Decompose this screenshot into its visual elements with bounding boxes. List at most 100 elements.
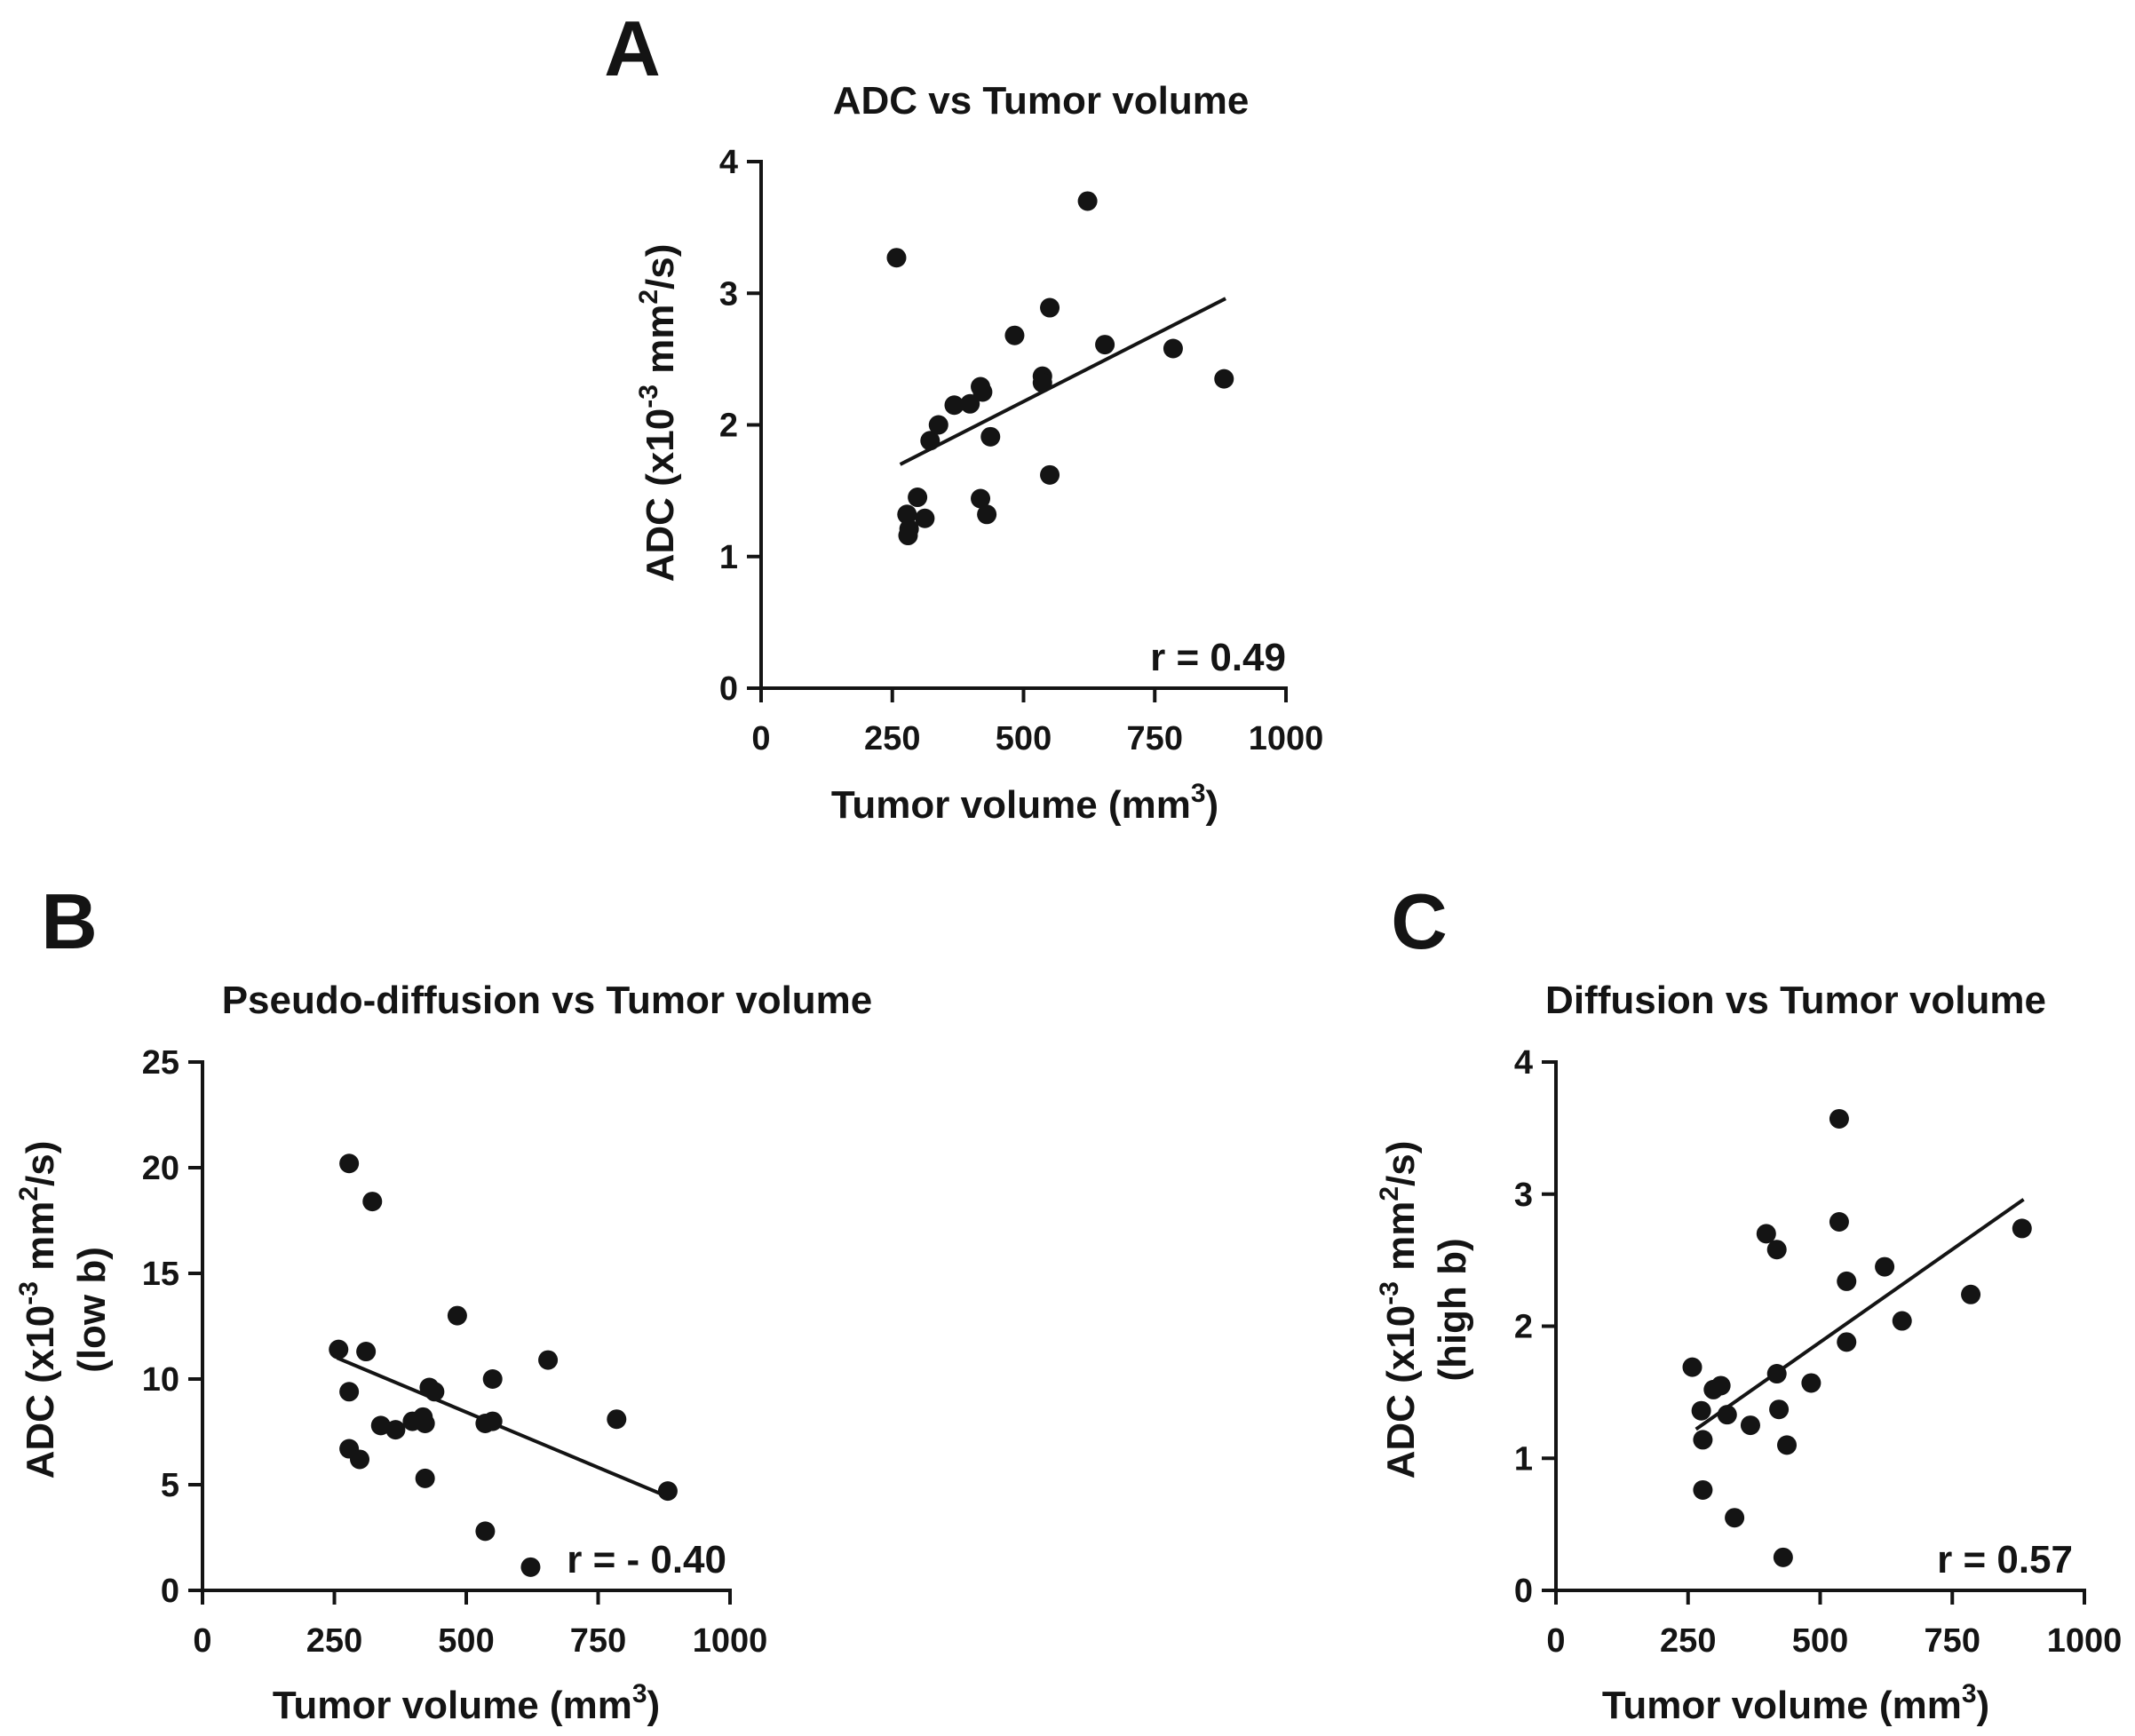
data-point-c — [1756, 1224, 1776, 1244]
y-tick-label-a: 4 — [719, 144, 738, 181]
data-point-b — [657, 1481, 678, 1502]
data-point-a — [920, 431, 941, 451]
data-point-b — [356, 1342, 377, 1362]
data-point-a — [897, 504, 917, 525]
y-tick-label-b: 15 — [142, 1256, 179, 1293]
data-point-c — [1769, 1399, 1790, 1420]
data-point-a — [908, 488, 928, 508]
panel-letter-a: A — [604, 4, 661, 92]
data-point-a — [960, 393, 980, 414]
regression-line-c — [1695, 1198, 2025, 1431]
y-tick-label-c: 2 — [1514, 1309, 1533, 1346]
data-point-c — [1801, 1373, 1821, 1393]
x-tick-label-c: 1000 — [2047, 1622, 2123, 1660]
data-point-b — [607, 1409, 627, 1430]
y-tick-label-b: 10 — [142, 1361, 179, 1399]
data-point-a — [971, 488, 991, 509]
plot-area-b: 0 250 500 750 1000 0 5 10 15 20 25 — [142, 1044, 768, 1660]
x-axis-label-c: Tumor volume (mm3) — [1602, 1679, 1989, 1727]
x-tick-label-a: 500 — [996, 720, 1052, 757]
data-point-c — [1693, 1430, 1713, 1450]
data-point-b — [339, 1153, 360, 1174]
x-tick-label-a: 0 — [751, 720, 770, 757]
data-point-b — [415, 1413, 435, 1433]
y-tick-label-a: 2 — [719, 408, 738, 445]
data-point-c — [1773, 1547, 1793, 1567]
data-point-a — [1163, 338, 1183, 359]
chart-title-b: Pseudo-diffusion vs Tumor volume — [222, 979, 873, 1022]
x-tick-label-c: 750 — [1925, 1622, 1980, 1660]
x-tick-label-b: 500 — [438, 1622, 494, 1660]
y-tick-label-b: 5 — [161, 1467, 179, 1504]
data-point-a — [972, 382, 993, 402]
x-tick-label-b: 0 — [193, 1622, 211, 1660]
x-axis-label-a: Tumor volume (mm3) — [831, 779, 1218, 827]
regression-line-b — [336, 1356, 671, 1500]
data-point-c — [1777, 1435, 1798, 1455]
data-point-c — [1837, 1332, 1857, 1352]
data-point-c — [1740, 1415, 1760, 1436]
data-point-b — [339, 1382, 360, 1402]
y-tick-label-b: 0 — [161, 1573, 179, 1610]
plot-area-c: 0 250 500 750 1000 0 1 2 3 4 — [1514, 1044, 2122, 1660]
x-tick-label-c: 500 — [1792, 1622, 1848, 1660]
y-axis-label-line2-c: (high b) — [1431, 1238, 1474, 1381]
chart-title-a: ADC vs Tumor volume — [833, 79, 1250, 123]
correlation-annotation-b: r = - 0.40 — [567, 1538, 726, 1581]
chart-title-c: Diffusion vs Tumor volume — [1545, 979, 2046, 1022]
data-point-a — [980, 426, 1001, 447]
x-tick-label-c: 250 — [1660, 1622, 1716, 1660]
data-point-b — [425, 1382, 445, 1402]
plot-area-a: 0 250 500 750 1000 0 1 2 3 4 — [719, 144, 1323, 757]
data-point-b — [538, 1350, 559, 1370]
regression-line-a — [899, 297, 1226, 466]
panel-b: B Pseudo-diffusion vs Tumor volume 0 250 5… — [14, 877, 872, 1727]
y-tick-label-c: 4 — [1514, 1044, 1533, 1082]
data-point-b — [415, 1468, 435, 1488]
x-tick-label-b: 250 — [306, 1622, 362, 1660]
panel-c: C Diffusion vs Tumor volume 0 250 500 750 10… — [1375, 877, 2122, 1727]
data-point-a — [944, 395, 964, 416]
y-tick-label-c: 0 — [1514, 1573, 1533, 1610]
data-point-a — [915, 508, 935, 528]
x-tick-label-c: 0 — [1546, 1622, 1565, 1660]
data-point-a — [1214, 369, 1234, 389]
data-point-c — [1766, 1364, 1787, 1384]
data-point-c — [1682, 1357, 1702, 1377]
y-tick-label-a: 0 — [719, 670, 738, 708]
data-point-b — [475, 1521, 496, 1542]
data-point-b — [329, 1339, 349, 1359]
data-point-a — [886, 248, 907, 268]
data-point-c — [2012, 1218, 2032, 1239]
y-tick-label-a: 1 — [719, 539, 738, 576]
panel-letter-b: B — [41, 877, 98, 965]
data-point-a — [898, 526, 918, 546]
y-axis-label-a: ADC (x10-3 mm2/s) — [634, 244, 682, 583]
panel-a: A ADC vs Tumor volume 0 250 500 750 1000 0 1 2 3… — [604, 4, 1323, 827]
data-point-c — [1693, 1479, 1713, 1500]
data-point-b — [385, 1420, 406, 1440]
y-tick-label-c: 1 — [1514, 1440, 1533, 1478]
correlation-annotation-a: r = 0.49 — [1150, 636, 1286, 679]
data-point-a — [977, 504, 997, 525]
y-axis-label-b: ADC (x10-3 mm2/s) — [14, 1141, 62, 1479]
correlation-annotation-c: r = 0.57 — [1937, 1538, 2073, 1581]
data-point-a — [928, 415, 948, 435]
data-point-c — [1717, 1405, 1737, 1425]
data-point-b — [370, 1415, 391, 1436]
data-point-c — [1725, 1508, 1745, 1528]
y-axis-label-line2-b: (low b) — [70, 1247, 114, 1373]
data-point-c — [1829, 1211, 1849, 1232]
panel-letter-c: C — [1391, 877, 1448, 965]
data-point-b — [520, 1557, 541, 1577]
y-tick-label-a: 3 — [719, 275, 738, 313]
data-point-a — [1032, 373, 1052, 393]
data-point-c — [1710, 1375, 1731, 1396]
data-point-b — [482, 1411, 503, 1431]
data-point-a — [1077, 191, 1098, 211]
y-tick-label-c: 3 — [1514, 1177, 1533, 1214]
x-tick-label-a: 250 — [864, 720, 920, 757]
data-point-b — [482, 1369, 503, 1389]
data-point-c — [1829, 1108, 1849, 1129]
